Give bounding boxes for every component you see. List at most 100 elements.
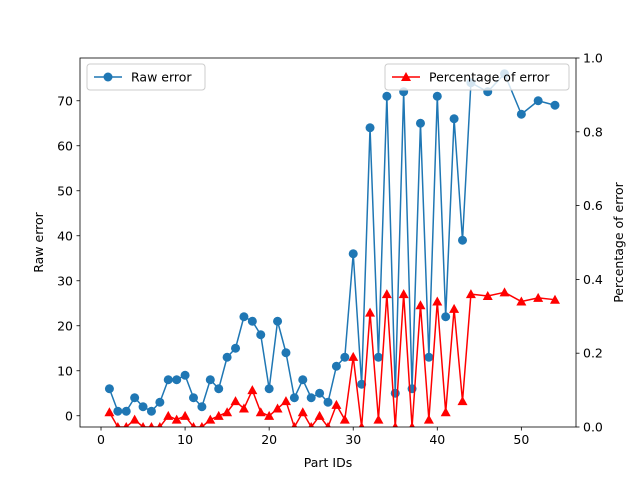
percentage-of-error-point <box>230 396 241 406</box>
percentage-of-error-point <box>381 289 392 299</box>
raw-error-point <box>121 406 131 416</box>
percentage-of-error-point <box>308 422 314 427</box>
percentage-of-error-point <box>199 422 205 427</box>
raw-error-point <box>256 330 266 340</box>
series-raw-error <box>104 69 560 416</box>
raw-error-point <box>188 393 198 403</box>
x-tick-label: 10 <box>177 432 193 447</box>
raw-error-point <box>432 91 442 101</box>
raw-error-point <box>247 316 257 326</box>
x-tick-label: 50 <box>513 432 529 447</box>
raw-error-point <box>289 393 299 403</box>
percentage-of-error-point <box>115 422 121 427</box>
percentage-of-error-point <box>247 385 258 395</box>
percentage-of-error-point <box>291 422 298 427</box>
percentage-of-error-point <box>171 414 182 424</box>
x-tick-label: 40 <box>429 432 445 447</box>
raw-error-point <box>113 406 123 416</box>
raw-error-point <box>273 316 283 326</box>
raw-error-point <box>104 384 114 394</box>
percentage-of-error-point <box>331 399 342 409</box>
raw-error-point <box>550 100 560 110</box>
raw-error-point <box>197 402 207 412</box>
legend-raw-error: Raw error <box>86 63 206 91</box>
percentage-of-error-point <box>255 407 266 417</box>
raw-error-point <box>323 397 333 407</box>
left-y-tick-label: 50 <box>57 183 73 198</box>
legend-percentage-of-error-label: Percentage of error <box>429 70 550 85</box>
left-y-tick-label: 40 <box>57 228 73 243</box>
raw-error-point <box>264 384 274 394</box>
raw-error-point <box>365 123 375 133</box>
legend-percentage-of-error-marker <box>401 72 411 81</box>
raw-error-point <box>163 375 173 385</box>
percentage-of-error-point <box>129 414 140 424</box>
percentage-of-error-point <box>325 422 331 427</box>
percentage-of-error-point <box>163 410 174 420</box>
left-y-tick-label: 30 <box>57 273 73 288</box>
percentage-of-error-point <box>339 414 350 424</box>
raw-error-point <box>315 388 325 398</box>
raw-error-point <box>239 312 249 322</box>
raw-error-line <box>108 73 556 412</box>
percentage-of-error-point <box>392 422 399 427</box>
x-tick-label: 20 <box>261 432 277 447</box>
axes: 0 10 20 30 40 50 0 10 20 30 40 50 60 70 0.0 0.2 0.4 0.6 0.… <box>31 51 626 471</box>
raw-error-point <box>516 109 526 119</box>
right-y-tick-label: 0.0 <box>583 420 603 435</box>
raw-error-point <box>231 343 241 353</box>
percentage-of-error-point <box>398 289 409 299</box>
raw-error-point <box>441 312 451 322</box>
percentage-of-error-point <box>123 422 130 427</box>
legend-raw-error-frame <box>86 63 206 91</box>
series-percentage-of-error <box>104 287 560 427</box>
right-y-axis-label: Percentage of error <box>611 181 626 302</box>
raw-error-point <box>533 96 543 106</box>
raw-error-point <box>172 375 182 385</box>
raw-error-point <box>449 114 459 124</box>
raw-error-point <box>306 393 316 403</box>
raw-error-point <box>348 249 358 259</box>
left-y-tick-label: 10 <box>57 363 73 378</box>
raw-error-point <box>146 406 156 416</box>
percentage-of-error-point <box>449 303 460 313</box>
percentage-of-error-point <box>205 414 216 424</box>
raw-error-point <box>373 352 383 362</box>
left-y-axis-label: Raw error <box>31 211 46 272</box>
left-y-tick-label: 0 <box>65 408 73 423</box>
percentage-of-error-point <box>423 414 434 424</box>
percentage-of-error-point <box>180 410 191 420</box>
right-y-tick-label: 0.2 <box>583 346 603 361</box>
left-y-tick-label: 20 <box>57 318 73 333</box>
raw-error-point <box>298 375 308 385</box>
percentage-of-error-point <box>373 414 384 424</box>
percentage-of-error-point <box>157 422 163 427</box>
raw-error-point <box>138 402 148 412</box>
percentage-of-error-point <box>465 289 476 299</box>
percentage-of-error-point <box>264 410 275 420</box>
percentage-of-error-point <box>190 422 197 427</box>
percentage-of-error-point <box>280 396 291 406</box>
right-y-tick-label: 0.6 <box>583 198 603 213</box>
legend-percentage-of-error-frame <box>384 63 570 91</box>
right-y-tick-label: 0.4 <box>583 272 603 287</box>
raw-error-point <box>214 384 224 394</box>
percentage-of-error-point <box>415 300 426 310</box>
raw-error-point <box>382 91 392 101</box>
percentage-of-error-point <box>499 287 510 297</box>
raw-error-point <box>424 352 434 362</box>
right-y-tick-label: 0.8 <box>583 124 603 139</box>
percentage-of-error-point <box>358 422 365 427</box>
percentage-of-error-point <box>409 422 415 427</box>
x-tick-label: 0 <box>97 432 105 447</box>
percentage-of-error-point <box>365 307 376 317</box>
left-y-tick-label: 60 <box>57 138 73 153</box>
raw-error-point <box>205 375 215 385</box>
percentage-of-error-point <box>516 296 527 306</box>
raw-error-point <box>415 118 425 128</box>
percentage-of-error-point <box>482 291 493 301</box>
raw-error-point <box>331 361 341 371</box>
raw-error-point <box>155 397 165 407</box>
percentage-of-error-point <box>457 396 468 406</box>
percentage-of-error-point <box>432 296 443 306</box>
